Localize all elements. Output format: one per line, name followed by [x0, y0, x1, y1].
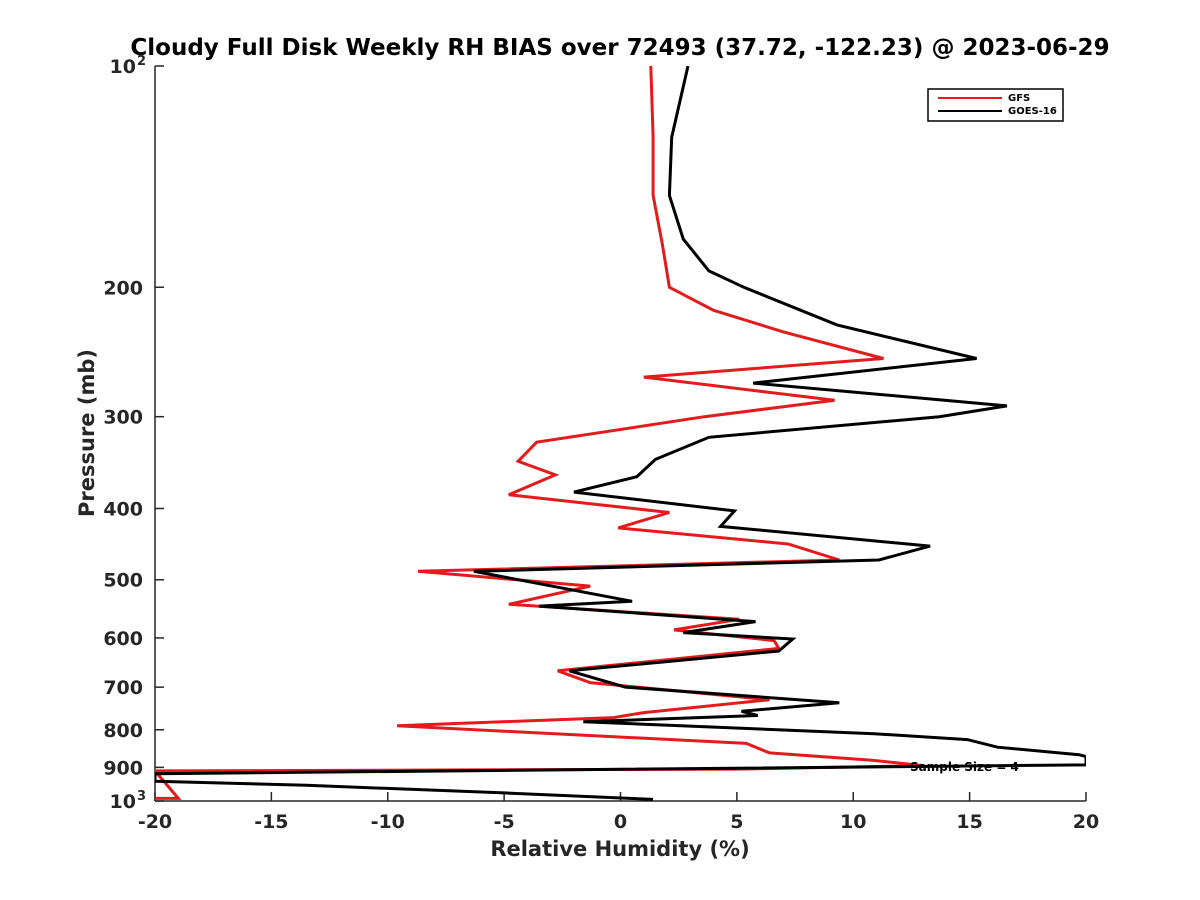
y-tick-label: 300 — [103, 407, 143, 429]
sample-size-annotation: Sample Size = 4 — [910, 760, 1019, 774]
legend-box — [927, 88, 1064, 122]
y-tick-label: 500 — [103, 570, 143, 592]
x-tick-label: 20 — [1073, 811, 1099, 833]
x-tick-label: 10 — [840, 811, 866, 833]
y-axis-label: Pressure (mb) — [75, 349, 99, 517]
y-tick-label: 200 — [103, 277, 143, 299]
y-tick-label: 600 — [103, 628, 143, 650]
x-tick-label: -10 — [371, 811, 405, 833]
y-tick-label: 900 — [103, 757, 143, 779]
y-tick-exponent: 3 — [137, 789, 146, 804]
x-tick-label: 0 — [614, 811, 627, 833]
x-axis-ticks: -20 -15 -10 -5 0 5 10 15 20 — [138, 792, 1099, 833]
legend-label-goes16: GOES-16 — [1008, 106, 1057, 117]
chart-title: Cloudy Full Disk Weekly RH BIAS over 724… — [130, 35, 1109, 61]
x-axis-label: Relative Humidity (%) — [490, 837, 749, 861]
y-tick-label: 400 — [103, 499, 143, 521]
y-tick-exponent: 2 — [137, 54, 146, 69]
y-tick-label: 10 — [110, 56, 136, 78]
y-tick-label: 700 — [103, 677, 143, 699]
x-tick-label: 5 — [730, 811, 743, 833]
series-lines — [155, 66, 1086, 801]
x-tick-label: -15 — [254, 811, 288, 833]
legend: GFS GOES-16 — [927, 88, 1064, 122]
y-tick-label: 10 — [110, 791, 136, 813]
series-line-goes16 — [155, 66, 1086, 801]
series-line-gfs — [155, 66, 924, 800]
x-tick-label: 15 — [956, 811, 982, 833]
x-tick-label: -5 — [494, 811, 515, 833]
x-tick-label: -20 — [138, 811, 172, 833]
legend-label-gfs: GFS — [1008, 93, 1030, 104]
y-tick-label: 800 — [103, 720, 143, 742]
